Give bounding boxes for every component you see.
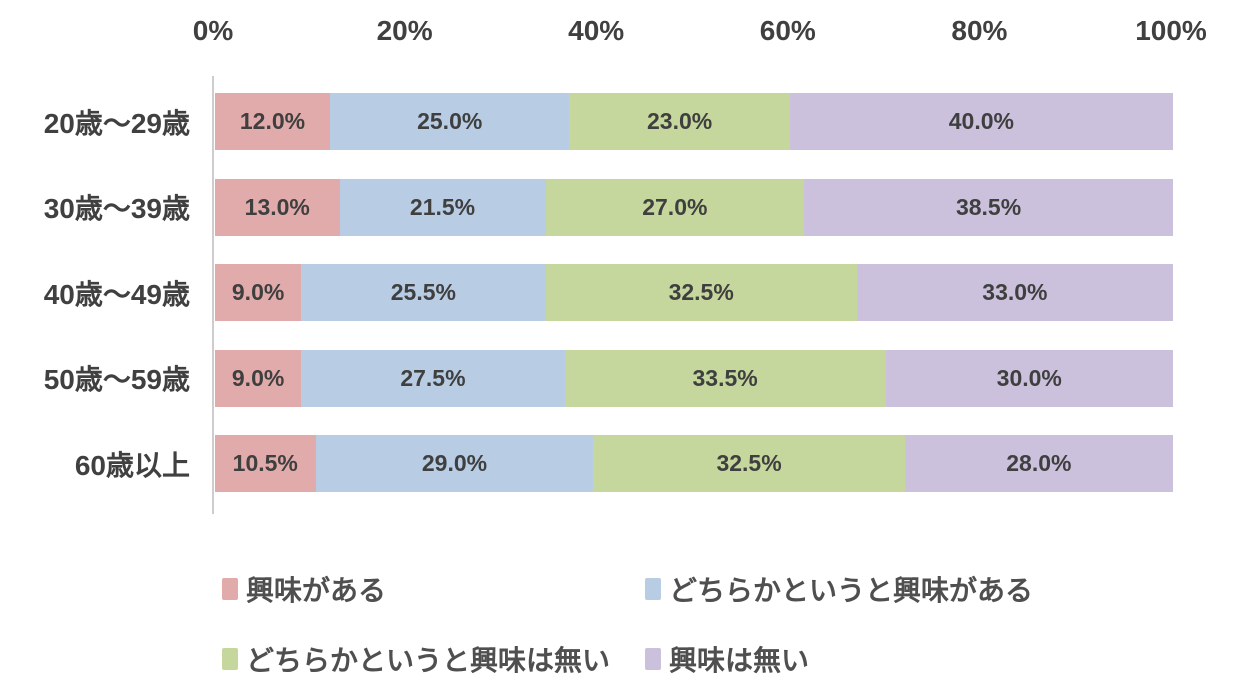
- category-label: 50歳〜59歳: [43, 364, 190, 395]
- stacked-bar: 9.0% 25.5% 32.5% 33.0%: [215, 264, 1173, 321]
- bar-segment: 27.5%: [301, 349, 565, 407]
- bar-segment: 13.0%: [215, 178, 340, 236]
- data-label: 33.0%: [982, 279, 1048, 305]
- bar-segment: 23.0%: [569, 93, 790, 150]
- data-label: 13.0%: [244, 193, 310, 220]
- data-label: 12.0%: [239, 108, 306, 134]
- legend-label: どちらかというと興味は無い: [246, 645, 611, 676]
- data-label: 38.5%: [955, 193, 1022, 220]
- data-label: 10.5%: [232, 450, 298, 476]
- data-label: 40.0%: [948, 108, 1014, 134]
- bar-row: 50歳〜59歳 9.0% 27.5% 33.5% 30.0%: [0, 349, 1238, 407]
- bar-segment: 32.5%: [593, 435, 905, 492]
- bar-row: 20歳〜29歳 12.0% 25.0% 23.0% 40.0%: [0, 93, 1238, 150]
- legend-swatch: [222, 648, 238, 670]
- bar-segment: 30.0%: [885, 349, 1173, 407]
- data-label: 25.5%: [390, 279, 456, 305]
- legend-item: 興味は無い: [645, 644, 809, 676]
- bar-segment: 12.0%: [215, 93, 330, 150]
- bar-segment: 38.5%: [804, 178, 1173, 236]
- data-label: 9.0%: [231, 364, 285, 391]
- bar-segment: 21.5%: [339, 178, 546, 236]
- data-label: 33.5%: [692, 364, 758, 391]
- bar-segment: 28.0%: [904, 435, 1173, 492]
- stacked-bar: 10.5% 29.0% 32.5% 28.0%: [215, 435, 1173, 492]
- stacked-bar: 13.0% 21.5% 27.0% 38.5%: [215, 178, 1173, 236]
- bar-row: 40歳〜49歳 9.0% 25.5% 32.5% 33.0%: [0, 264, 1238, 321]
- stacked-bar: 12.0% 25.0% 23.0% 40.0%: [215, 93, 1173, 150]
- bar-segment: 32.5%: [545, 264, 857, 321]
- legend-item: どちらかというと興味は無い: [222, 644, 610, 676]
- data-label: 25.0%: [417, 108, 483, 134]
- data-label: 28.0%: [1006, 450, 1072, 476]
- data-label: 27.5%: [400, 364, 466, 391]
- data-label: 30.0%: [996, 364, 1062, 391]
- bar-segment: 27.0%: [545, 178, 805, 236]
- legend-item: どちらかというと興味がある: [645, 574, 1033, 606]
- x-axis-tick-label: 40%: [568, 15, 625, 46]
- x-axis-tick-label: 20%: [376, 15, 433, 46]
- bar-segment: 9.0%: [215, 264, 302, 321]
- bar-segment: 33.5%: [564, 349, 886, 407]
- bar-segment: 25.5%: [301, 264, 546, 321]
- data-label: 27.0%: [642, 193, 708, 220]
- x-axis-tick-label: 60%: [759, 15, 816, 46]
- x-axis-tick-label: 0%: [192, 15, 234, 46]
- bar-segment: 25.0%: [329, 93, 570, 150]
- data-label: 32.5%: [716, 450, 782, 476]
- category-label: 40歳〜49歳: [43, 278, 190, 310]
- bar-segment: 40.0%: [789, 93, 1173, 150]
- legend-item: 興味がある: [222, 574, 386, 606]
- category-label: 60歳以上: [74, 449, 190, 481]
- data-label: 32.5%: [668, 279, 734, 305]
- y-axis-line: [212, 76, 214, 514]
- bar-segment: 33.0%: [856, 264, 1173, 321]
- bar-segment: 29.0%: [315, 435, 594, 492]
- legend-swatch: [645, 648, 661, 670]
- stacked-bar: 9.0% 27.5% 33.5% 30.0%: [215, 349, 1173, 407]
- data-label: 29.0%: [421, 450, 488, 476]
- legend-swatch: [222, 578, 238, 600]
- bar-row: 60歳以上 10.5% 29.0% 32.5% 28.0%: [0, 435, 1238, 492]
- legend-label: どちらかというと興味がある: [669, 575, 1034, 606]
- category-label: 20歳〜29歳: [43, 107, 190, 139]
- data-label: 23.0%: [647, 108, 713, 134]
- bar-row: 30歳〜39歳 13.0% 21.5% 27.0% 38.5%: [0, 178, 1238, 236]
- data-label: 9.0%: [231, 279, 285, 305]
- category-label: 30歳〜39歳: [43, 193, 190, 224]
- legend-label: 興味がある: [246, 575, 387, 606]
- x-axis-tick-label: 100%: [1135, 15, 1207, 46]
- bar-segment: 10.5%: [215, 435, 316, 492]
- data-label: 21.5%: [409, 193, 476, 220]
- legend-swatch: [645, 578, 661, 600]
- legend-label: 興味は無い: [669, 645, 810, 676]
- x-axis: 0% 20% 40% 60% 80% 100%: [0, 0, 1238, 60]
- bar-segment: 9.0%: [215, 349, 302, 407]
- x-axis-tick-label: 80%: [951, 15, 1008, 46]
